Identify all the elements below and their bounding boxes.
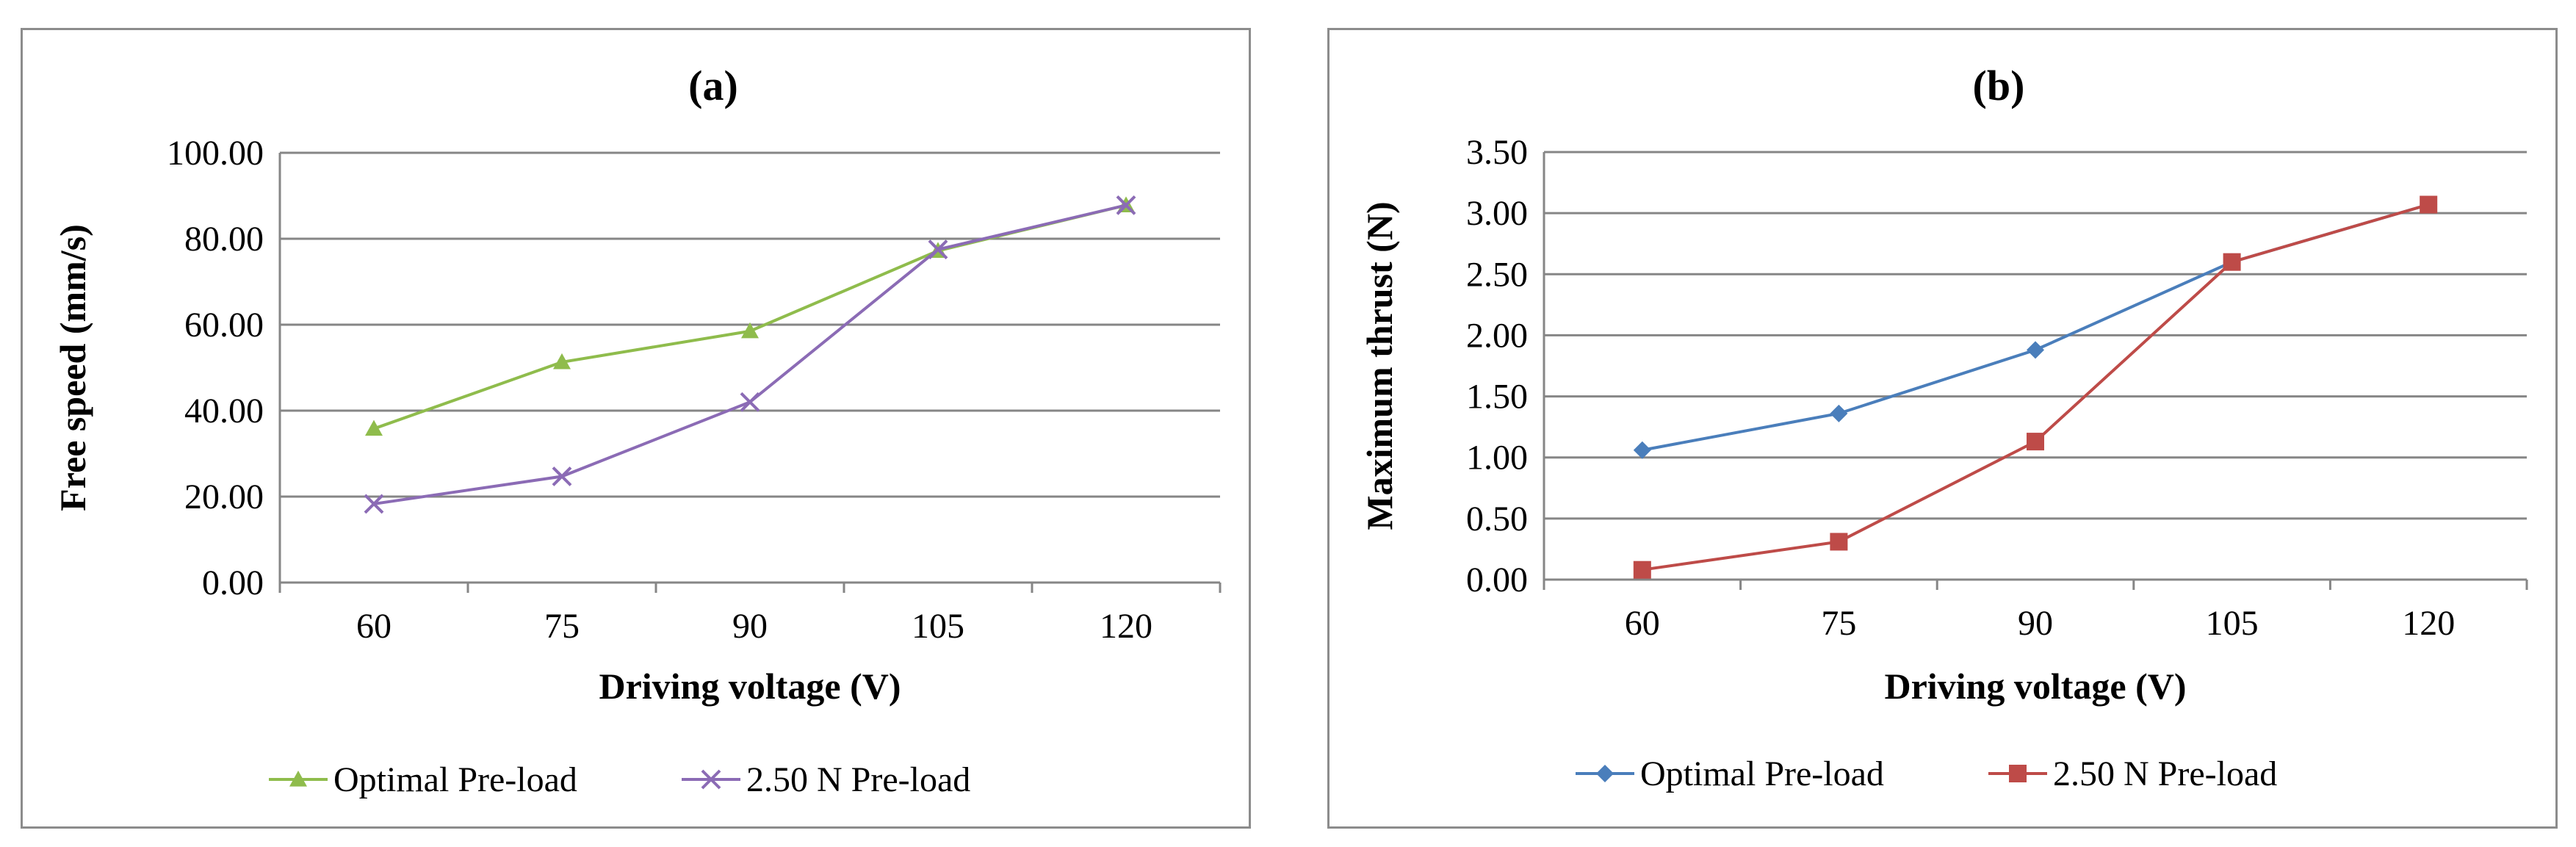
a-legend-marker-1 <box>289 771 307 787</box>
b-series-line-2 <box>1642 203 2429 572</box>
b-data-point-s2 <box>1633 561 1651 579</box>
a-y-tick-label: 80.00 <box>184 220 264 259</box>
b-x-tick-label: 90 <box>2018 604 2053 643</box>
a-data-point-s2 <box>364 494 384 514</box>
a-y-tick-label: 40.00 <box>184 392 264 430</box>
a-y-tick-label: 20.00 <box>184 477 264 516</box>
b-x-tick-label: 105 <box>2206 604 2259 643</box>
b-y-axis-label: Maximum thrust (N) <box>1359 201 1400 530</box>
b-data-point-s1 <box>1633 441 1651 459</box>
b-legend-marker-1 <box>1596 765 1614 782</box>
b-y-tick-label: 3.00 <box>1466 194 1528 233</box>
a-x-tick-label: 60 <box>356 607 392 646</box>
chart-panel-a: (a) 0.00 20.00 40.00 60.00 80.00 100.00 60 75 90 1… <box>21 28 1251 829</box>
a-data-point-s1 <box>553 353 571 370</box>
a-legend-label-1: Optimal Pre-load <box>333 760 577 799</box>
chart-panel-b: (b) 0.00 0.50 1.00 1.50 2.00 2.50 3.00 3.50 60 75 9… <box>1327 28 2558 829</box>
b-y-tick-label: 0.00 <box>1466 561 1528 599</box>
a-x-tick-label: 105 <box>912 607 964 646</box>
b-x-tick-label: 75 <box>1821 604 1856 643</box>
a-x-tick-label: 120 <box>1100 607 1152 646</box>
b-y-tick-label: 3.50 <box>1466 133 1528 172</box>
b-data-point-s2 <box>2223 253 2241 271</box>
a-data-point-s1 <box>365 419 383 436</box>
a-x-tick-label: 90 <box>732 607 768 646</box>
a-y-tick-label: 0.00 <box>202 563 264 602</box>
a-data-point-s2 <box>928 239 948 260</box>
a-x-tick-label: 75 <box>544 607 580 646</box>
a-data-point-s2 <box>1116 195 1136 215</box>
b-data-point-s2 <box>2420 195 2438 214</box>
chart-b: (b) 0.00 0.50 1.00 1.50 2.00 2.50 3.00 3.50 60 75 9… <box>1359 62 2528 793</box>
a-data-point-s1 <box>741 322 759 339</box>
a-data-point-s2 <box>552 466 572 486</box>
b-chart-title: (b) <box>1973 62 2025 109</box>
a-legend-label-2: 2.50 N Pre-load <box>746 760 970 799</box>
b-data-point-s2 <box>1830 533 1848 551</box>
b-legend-marker-2 <box>2009 765 2027 782</box>
a-series-line-2 <box>373 203 1127 505</box>
b-data-point-s1 <box>2027 341 2044 359</box>
b-data-point-s2 <box>2027 433 2044 451</box>
a-y-tick-label: 60.00 <box>184 306 264 345</box>
a-y-tick-label: 100.00 <box>167 134 264 173</box>
b-y-tick-label: 1.50 <box>1466 378 1528 417</box>
b-y-tick-label: 2.00 <box>1466 316 1528 355</box>
a-y-axis-label: Free speed (mm/s) <box>52 224 93 511</box>
b-legend-label-1: Optimal Pre-load <box>1640 754 1884 793</box>
b-y-tick-label: 1.00 <box>1466 439 1528 477</box>
b-legend-label-2: 2.50 N Pre-load <box>2053 754 2277 793</box>
b-x-tick-label: 60 <box>1625 604 1660 643</box>
b-data-point-s1 <box>1830 404 1848 422</box>
b-y-tick-label: 0.50 <box>1466 500 1528 538</box>
b-y-tick-label: 2.50 <box>1466 255 1528 294</box>
b-x-tick-label: 120 <box>2402 604 2455 643</box>
a-x-axis-label: Driving voltage (V) <box>599 666 901 707</box>
a-legend-marker-2 <box>701 769 721 790</box>
b-series-line-1 <box>1642 203 2429 452</box>
a-data-point-s2 <box>740 392 760 412</box>
b-x-axis-label: Driving voltage (V) <box>1884 666 2186 707</box>
chart-a: (a) 0.00 20.00 40.00 60.00 80.00 100.00 60 75 90 1… <box>52 62 1222 799</box>
a-chart-title: (a) <box>688 62 738 109</box>
